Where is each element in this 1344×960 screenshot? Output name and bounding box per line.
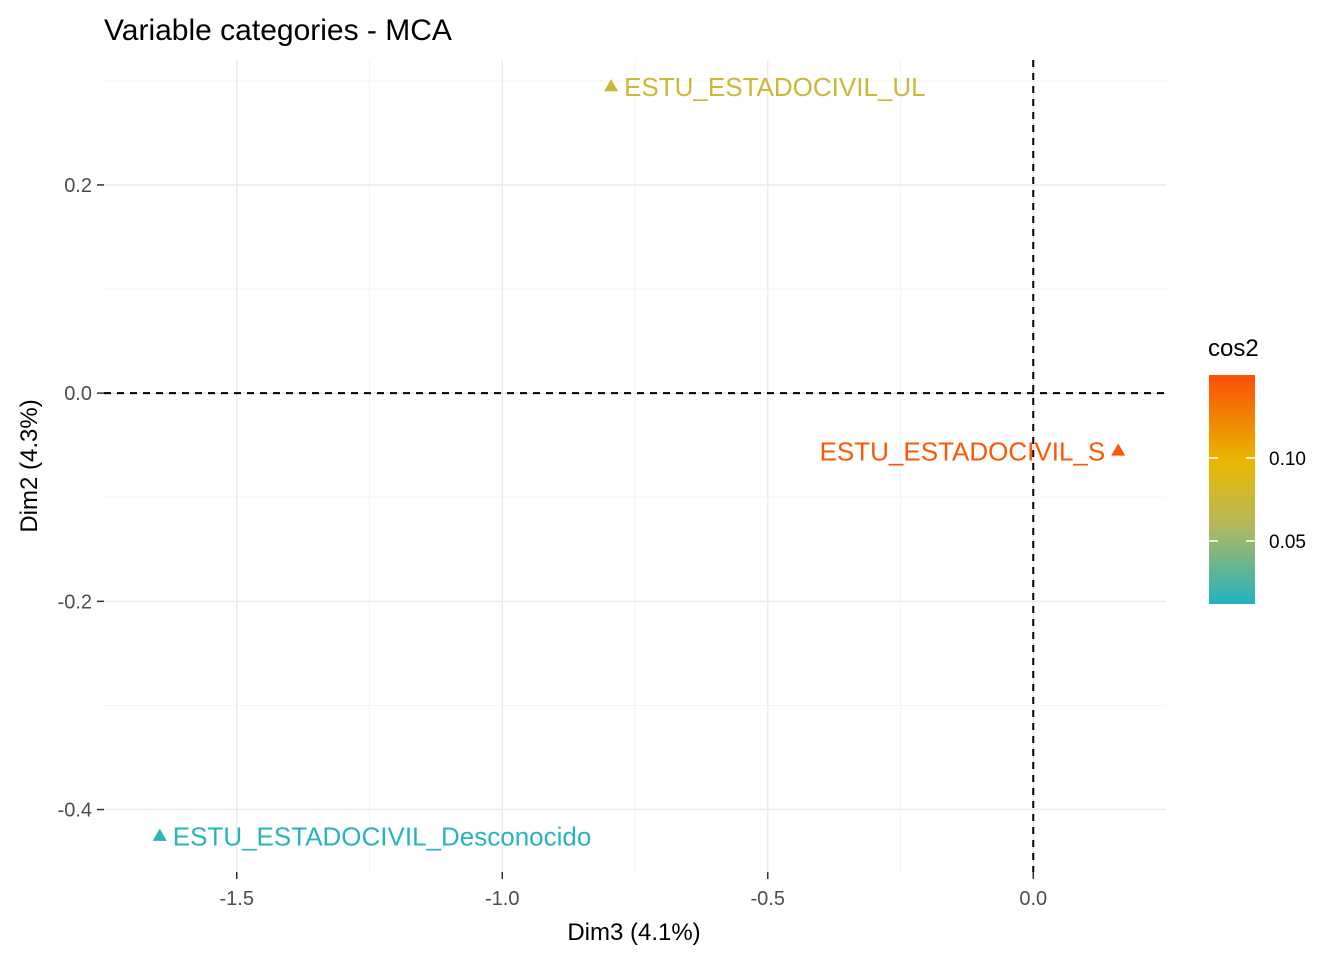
y-tick-label: 0.2 (64, 175, 92, 197)
x-axis-title: Dim3 (4.1%) (567, 919, 700, 946)
y-axis-title: Dim2 (4.3%) (16, 399, 43, 532)
x-tick-label: -1.0 (485, 888, 519, 910)
y-axis: -0.4 -0.2 0.0 0.2 (58, 175, 104, 822)
y-tick-label: -0.4 (58, 800, 92, 822)
x-tick-label: 0.0 (1019, 888, 1047, 910)
legend-colorbar (1209, 375, 1255, 604)
reference-lines (104, 60, 1166, 872)
legend-ticks: 0.05 0.10 (1209, 449, 1306, 553)
y-tick-label: -0.2 (58, 591, 92, 613)
point-label: ESTU_ESTADOCIVIL_Desconocido (173, 822, 592, 852)
x-tick-label: -0.5 (751, 888, 785, 910)
x-tick-label: -1.5 (220, 888, 254, 910)
chart-title: Variable categories - MCA (104, 14, 452, 47)
point-marker (152, 828, 167, 841)
point-marker (604, 79, 619, 92)
point-marker (1111, 443, 1126, 456)
y-tick-label: 0.0 (64, 383, 92, 405)
point-label: ESTU_ESTADOCIVIL_S (820, 436, 1106, 466)
cos2-legend: cos2 0.05 0.10 (1208, 335, 1306, 604)
point-label: ESTU_ESTADOCIVIL_UL (624, 72, 926, 102)
legend-title: cos2 (1208, 335, 1259, 362)
data-points: ESTU_ESTADOCIVIL_UL ESTU_ESTADOCIVIL_S EST… (152, 72, 1126, 852)
legend-tick-label: 0.10 (1269, 449, 1306, 470)
legend-tick-label: 0.05 (1269, 532, 1306, 553)
x-axis: -1.5 -1.0 -0.5 0.0 (220, 872, 1047, 910)
